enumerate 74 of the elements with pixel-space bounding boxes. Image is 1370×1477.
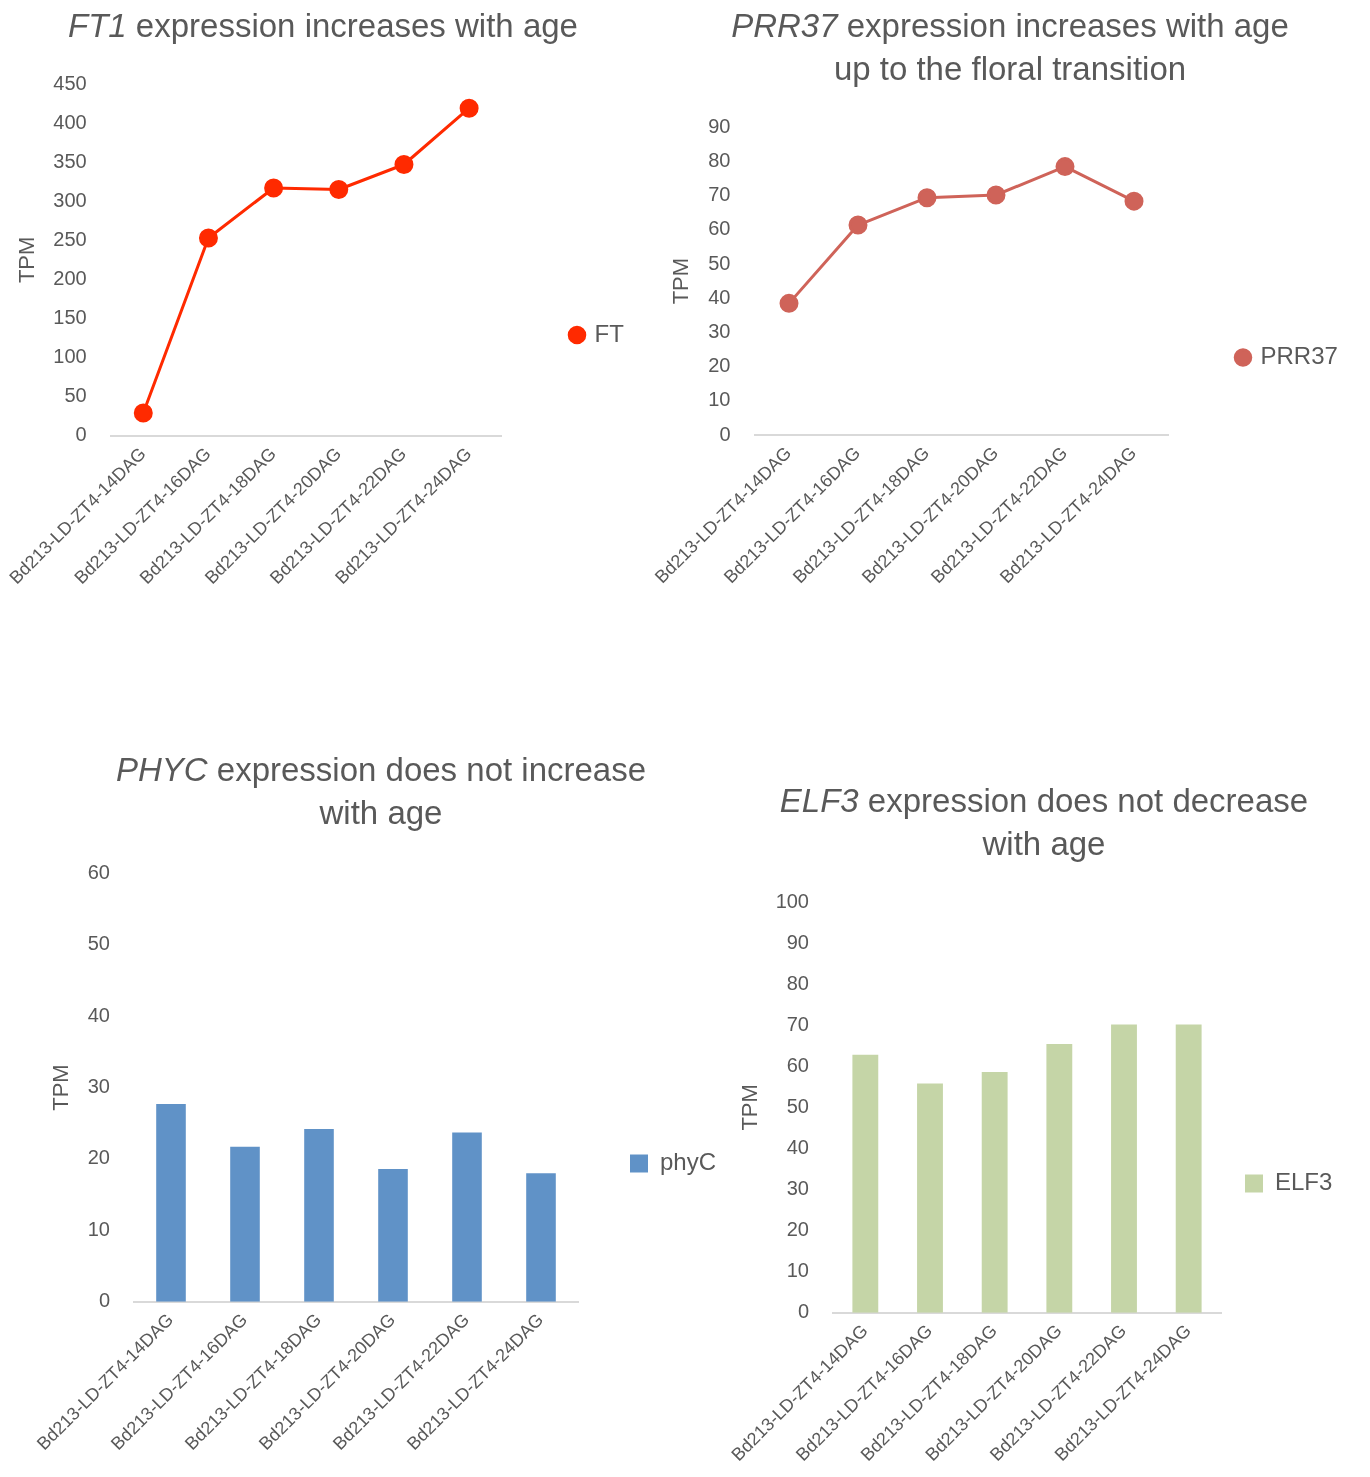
y-tick-label: 20 [87,1146,110,1169]
bar [304,1128,334,1302]
y-tick-label: 20 [708,354,731,377]
y-tick-label: 300 [53,188,87,211]
y-tick-label: 350 [53,149,87,172]
y-tick-label: 90 [708,114,731,137]
y-tick-label: 10 [708,388,731,411]
y-tick-label: 0 [797,1300,809,1323]
bar [526,1173,556,1302]
legend-label: FT [594,319,625,347]
y-tick-label: 90 [786,930,809,953]
chart-title: PRR37 expression increases with age up to the floral transition [730,5,1290,89]
y-axis-title: TPM [14,236,40,284]
bar [378,1168,408,1302]
point [848,215,868,235]
y-tick-label: 40 [708,285,731,308]
y-tick-label: 60 [708,217,731,240]
bar [1046,1044,1073,1313]
y-tick-label: 60 [87,860,110,883]
bar [1111,1024,1137,1313]
chart-title: PHYC expression does not increase with age [114,749,648,833]
bar [230,1146,260,1302]
y-tick-label: 60 [786,1053,809,1076]
chart-title: FT1 expression increases with age [67,5,579,46]
y-tick-label: 50 [708,251,731,274]
y-axis-title: TPM [668,257,694,305]
y-tick-label: 50 [87,932,110,955]
y-axis-title: TPM [737,1084,763,1131]
y-tick-label: 250 [53,227,87,250]
y-tick-label: 70 [708,183,731,206]
y-tick-label: 0 [75,423,87,446]
y-tick-label: 40 [87,1003,110,1026]
point [1124,191,1144,211]
y-tick-label: 0 [98,1289,110,1312]
bar [156,1103,186,1302]
y-tick-label: 80 [708,149,731,171]
y-tick-label: 30 [708,319,731,342]
point [264,178,284,198]
y-tick-label: 0 [719,422,731,445]
y-tick-label: 40 [786,1135,809,1158]
legend-label: ELF3 [1275,1168,1333,1196]
point [1055,157,1075,177]
bar [981,1072,1008,1313]
y-tick-label: 30 [786,1177,809,1200]
legend-label: phyC [660,1148,717,1176]
y-tick-label: 70 [786,1012,809,1035]
point [986,185,1006,205]
bar [452,1132,482,1302]
y-tick-label: 450 [53,71,87,94]
y-axis-title: TPM [48,1064,74,1111]
point [779,293,799,313]
bar [852,1054,879,1313]
y-tick-label: 100 [53,345,87,368]
bar [917,1083,943,1313]
point [133,403,153,423]
y-tick-label: 10 [87,1217,110,1240]
point [329,180,349,200]
point [459,98,479,118]
y-tick-label: 50 [786,1094,809,1117]
y-tick-label: 10 [786,1259,809,1282]
y-tick-label: 30 [87,1075,110,1098]
chart-title: ELF3 expression does not decrease with age [778,780,1310,864]
y-tick-label: 20 [786,1218,809,1241]
y-tick-label: 100 [775,889,809,912]
point [917,188,937,208]
y-tick-label: 150 [53,305,87,328]
point [198,228,218,248]
y-tick-label: 200 [53,266,87,289]
bar [1175,1024,1202,1313]
y-tick-label: 50 [64,384,87,407]
y-tick-label: 400 [53,110,87,133]
legend-label: PRR37 [1260,342,1338,370]
point [394,155,414,174]
y-tick-label: 80 [786,971,809,994]
